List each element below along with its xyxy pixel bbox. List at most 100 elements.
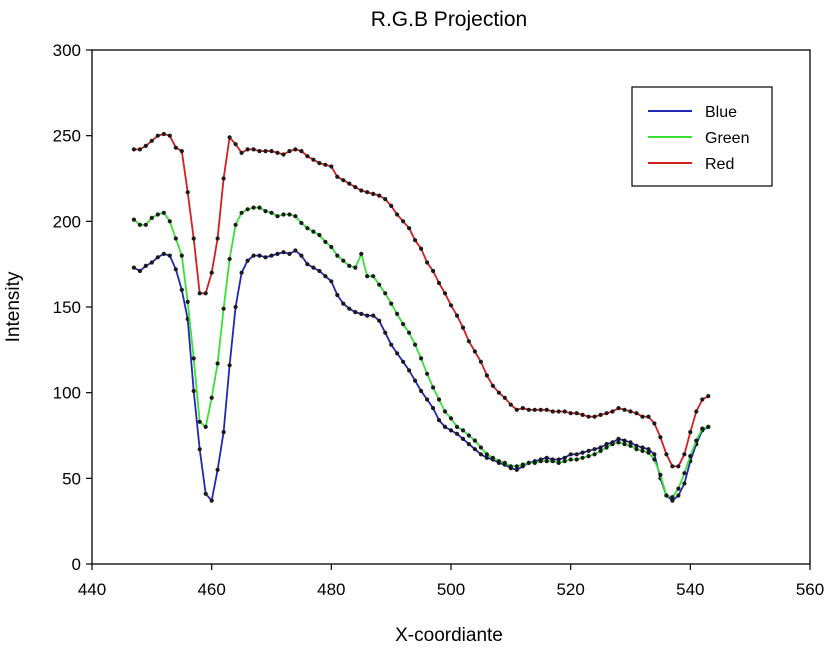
data-point-red (137, 147, 142, 152)
data-point-blue (209, 498, 214, 503)
data-point-red (431, 268, 436, 274)
data-point-blue (472, 447, 477, 452)
chart-title: R.G.B Projection (371, 8, 527, 31)
data-point-red (670, 464, 675, 469)
data-point-green (383, 291, 388, 296)
series-line-blue (133, 249, 709, 502)
data-point-red (311, 157, 316, 162)
data-point-red (359, 188, 364, 193)
data-point-blue (137, 268, 142, 274)
data-point-blue (305, 262, 310, 267)
data-point-blue (586, 448, 591, 453)
data-point-green (538, 459, 543, 464)
data-point-blue (221, 430, 226, 435)
data-point-green (568, 457, 573, 462)
data-point-blue (365, 313, 370, 318)
data-point-red (460, 325, 466, 330)
data-point-red (239, 150, 244, 155)
data-point-green (574, 457, 579, 462)
data-point-green (496, 459, 501, 464)
data-point-blue (245, 258, 250, 263)
data-point-blue (275, 251, 280, 256)
data-point-red (556, 409, 561, 414)
data-point-blue (161, 251, 166, 256)
data-point-red (466, 339, 471, 344)
data-point-green (484, 452, 489, 457)
data-point-green (245, 207, 250, 212)
data-point-green (131, 217, 136, 222)
data-point-green (682, 471, 687, 476)
data-point-red (490, 383, 495, 388)
data-point-blue (311, 265, 316, 270)
data-point-red (251, 147, 256, 152)
data-point-green (221, 306, 226, 311)
data-point-green (562, 459, 567, 464)
data-point-red (149, 138, 154, 143)
data-point-green (514, 464, 519, 469)
data-point-red (586, 414, 591, 419)
data-point-green (472, 438, 477, 443)
data-point-red (293, 147, 298, 152)
data-point-green (281, 212, 286, 217)
data-point-blue (317, 268, 322, 274)
x-tick-label: 500 (437, 580, 465, 599)
data-point-blue (263, 255, 268, 260)
data-point-blue (604, 442, 609, 447)
y-axis-label: Intensity (3, 271, 24, 342)
data-point-red (209, 270, 214, 275)
x-tick-label: 540 (676, 580, 704, 599)
data-point-green (610, 442, 615, 447)
data-point-red (353, 185, 358, 190)
data-point-green (622, 442, 627, 447)
data-point-red (544, 407, 549, 412)
data-point-blue (574, 452, 579, 457)
y-tick-label: 0 (72, 555, 81, 574)
data-point-red (371, 191, 376, 196)
data-point-blue (598, 445, 603, 450)
data-point-red (287, 149, 292, 154)
data-point-green (137, 222, 142, 227)
data-point-red (532, 407, 537, 412)
data-point-green (251, 205, 256, 210)
data-point-green (520, 462, 525, 467)
series-blue (131, 248, 711, 503)
data-point-green (227, 256, 232, 262)
data-point-green (161, 210, 166, 215)
x-tick-label: 480 (317, 580, 345, 599)
data-point-blue (155, 255, 160, 260)
data-point-blue (425, 397, 430, 402)
data-point-blue (197, 447, 202, 452)
data-point-green (395, 311, 400, 316)
data-point-green (425, 371, 430, 376)
data-point-red (185, 190, 190, 195)
data-point-blue (293, 248, 298, 253)
data-point-blue (514, 467, 519, 472)
data-point-blue (478, 452, 483, 457)
data-point-blue (335, 292, 340, 298)
data-point-green (185, 299, 190, 304)
data-point-green (436, 397, 442, 402)
data-point-green (580, 455, 585, 460)
data-point-red (323, 162, 328, 167)
data-point-blue (562, 455, 567, 460)
data-point-blue (383, 330, 388, 335)
data-point-red (622, 407, 627, 412)
series-red (131, 131, 711, 469)
data-point-green (257, 205, 262, 210)
data-point-green (431, 385, 436, 390)
data-point-blue (329, 279, 334, 284)
data-point-red (520, 406, 525, 411)
data-point-blue (131, 265, 136, 270)
data-point-blue (287, 251, 292, 256)
data-point-green (389, 301, 394, 306)
data-point-blue (167, 253, 172, 258)
data-point-blue (628, 440, 633, 445)
data-point-blue (652, 452, 657, 457)
data-point-red (688, 430, 693, 435)
data-point-blue (239, 270, 244, 275)
data-point-blue (149, 260, 154, 265)
data-point-red (305, 154, 310, 159)
data-point-red (365, 190, 370, 195)
data-point-red (448, 303, 454, 308)
data-point-green (508, 464, 513, 469)
